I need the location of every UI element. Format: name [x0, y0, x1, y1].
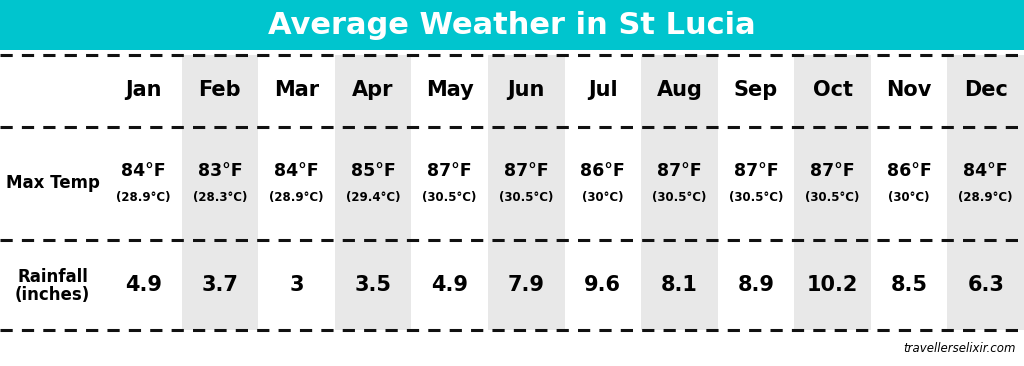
Text: (29.4°C): (29.4°C): [346, 190, 400, 203]
Text: May: May: [426, 80, 473, 100]
Text: 86°F: 86°F: [581, 162, 626, 180]
Text: Nov: Nov: [887, 80, 932, 100]
Text: 86°F: 86°F: [887, 162, 932, 180]
Text: (28.9°C): (28.9°C): [116, 190, 171, 203]
Text: 85°F: 85°F: [350, 162, 395, 180]
Text: 87°F: 87°F: [504, 162, 549, 180]
Bar: [181, 55, 258, 330]
Bar: [0, 0, 1024, 50]
Text: 84°F: 84°F: [121, 162, 166, 180]
Text: 84°F: 84°F: [964, 162, 1008, 180]
Bar: [947, 55, 1024, 330]
Text: Sep: Sep: [734, 80, 778, 100]
Text: (30°C): (30°C): [582, 190, 624, 203]
Text: 87°F: 87°F: [733, 162, 778, 180]
Text: (28.9°C): (28.9°C): [958, 190, 1013, 203]
Text: Aug: Aug: [656, 80, 702, 100]
Bar: [335, 55, 412, 330]
Text: Jan: Jan: [125, 80, 162, 100]
Text: 9.6: 9.6: [585, 275, 622, 295]
Text: 3.5: 3.5: [354, 275, 391, 295]
Text: Dec: Dec: [964, 80, 1008, 100]
Text: Max Temp: Max Temp: [5, 174, 99, 192]
Text: travellerselixir.com: travellerselixir.com: [903, 341, 1016, 355]
Text: 87°F: 87°F: [810, 162, 855, 180]
Text: 87°F: 87°F: [427, 162, 472, 180]
Text: 3: 3: [289, 275, 304, 295]
Text: Jul: Jul: [588, 80, 617, 100]
Text: 7.9: 7.9: [508, 275, 545, 295]
Text: Average Weather in St Lucia: Average Weather in St Lucia: [268, 11, 756, 40]
Text: 6.3: 6.3: [968, 275, 1005, 295]
Text: 83°F: 83°F: [198, 162, 243, 180]
Text: Apr: Apr: [352, 80, 394, 100]
Text: 84°F: 84°F: [274, 162, 318, 180]
Text: Feb: Feb: [199, 80, 242, 100]
Text: Rainfall: Rainfall: [17, 268, 88, 286]
Text: (28.9°C): (28.9°C): [269, 190, 324, 203]
Text: (30.5°C): (30.5°C): [729, 190, 783, 203]
Bar: [487, 55, 564, 330]
Text: 4.9: 4.9: [125, 275, 162, 295]
Bar: [641, 55, 718, 330]
Text: 8.9: 8.9: [737, 275, 774, 295]
Bar: [795, 55, 870, 330]
Text: (30°C): (30°C): [889, 190, 930, 203]
Text: (30.5°C): (30.5°C): [652, 190, 707, 203]
Text: Jun: Jun: [508, 80, 545, 100]
Text: (28.3°C): (28.3°C): [193, 190, 247, 203]
Text: 3.7: 3.7: [202, 275, 239, 295]
Text: 87°F: 87°F: [657, 162, 701, 180]
Text: 4.9: 4.9: [431, 275, 468, 295]
Text: (inches): (inches): [15, 286, 90, 304]
Text: 8.5: 8.5: [891, 275, 928, 295]
Text: (30.5°C): (30.5°C): [423, 190, 477, 203]
Text: 8.1: 8.1: [660, 275, 697, 295]
Text: Mar: Mar: [273, 80, 319, 100]
Text: (30.5°C): (30.5°C): [805, 190, 860, 203]
Text: Oct: Oct: [812, 80, 853, 100]
Text: 10.2: 10.2: [807, 275, 858, 295]
Text: (30.5°C): (30.5°C): [499, 190, 553, 203]
